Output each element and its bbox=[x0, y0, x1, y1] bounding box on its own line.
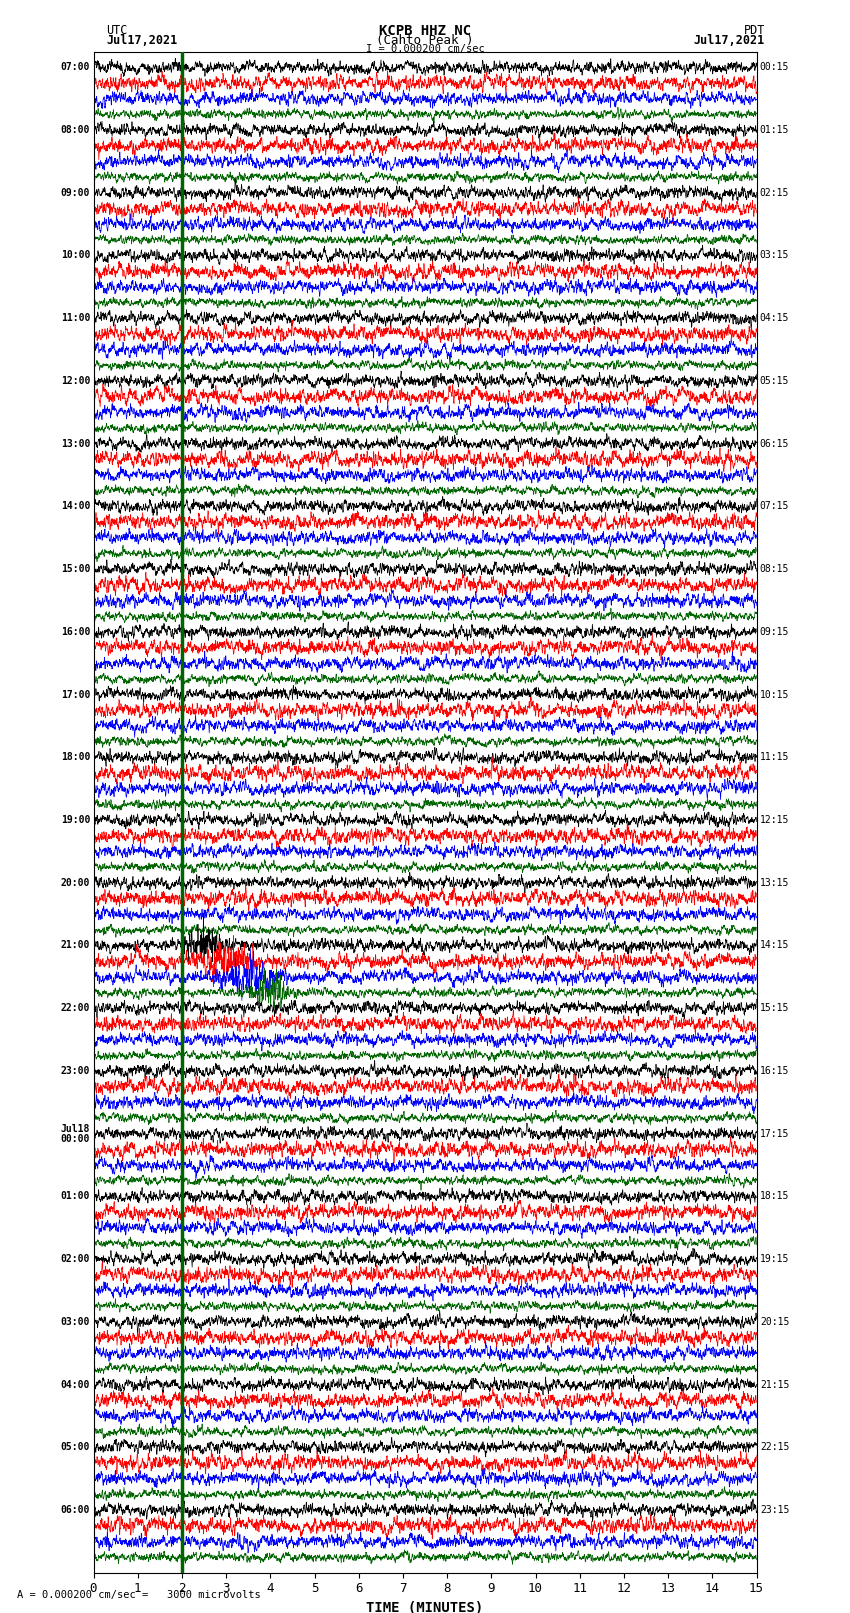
Text: 19:00: 19:00 bbox=[61, 815, 90, 824]
Text: 10:15: 10:15 bbox=[760, 689, 789, 700]
Text: 09:15: 09:15 bbox=[760, 627, 789, 637]
Text: KCPB HHZ NC: KCPB HHZ NC bbox=[379, 24, 471, 39]
Text: 03:15: 03:15 bbox=[760, 250, 789, 260]
Text: 11:15: 11:15 bbox=[760, 752, 789, 763]
Text: 21:15: 21:15 bbox=[760, 1379, 789, 1389]
Text: 12:15: 12:15 bbox=[760, 815, 789, 824]
Text: 08:00: 08:00 bbox=[61, 126, 90, 135]
Text: 23:15: 23:15 bbox=[760, 1505, 789, 1515]
Text: 02:15: 02:15 bbox=[760, 187, 789, 198]
Text: 22:00: 22:00 bbox=[61, 1003, 90, 1013]
Text: 03:00: 03:00 bbox=[61, 1316, 90, 1327]
Text: PDT: PDT bbox=[744, 24, 765, 37]
Text: 23:00: 23:00 bbox=[61, 1066, 90, 1076]
Text: 09:00: 09:00 bbox=[61, 187, 90, 198]
Text: 07:00: 07:00 bbox=[61, 63, 90, 73]
Text: A = 0.000200 cm/sec =   3000 microvolts: A = 0.000200 cm/sec = 3000 microvolts bbox=[17, 1590, 261, 1600]
Text: 16:15: 16:15 bbox=[760, 1066, 789, 1076]
Text: 01:15: 01:15 bbox=[760, 126, 789, 135]
Text: 21:00: 21:00 bbox=[61, 940, 90, 950]
Text: 22:15: 22:15 bbox=[760, 1442, 789, 1452]
Text: 15:15: 15:15 bbox=[760, 1003, 789, 1013]
Text: 00:00: 00:00 bbox=[61, 1134, 90, 1144]
Text: 06:15: 06:15 bbox=[760, 439, 789, 448]
Text: 04:15: 04:15 bbox=[760, 313, 789, 323]
Text: 13:00: 13:00 bbox=[61, 439, 90, 448]
Text: Jul17,2021: Jul17,2021 bbox=[106, 34, 178, 47]
Text: 16:00: 16:00 bbox=[61, 627, 90, 637]
Text: 20:15: 20:15 bbox=[760, 1316, 789, 1327]
Text: 01:00: 01:00 bbox=[61, 1192, 90, 1202]
Text: 07:15: 07:15 bbox=[760, 502, 789, 511]
Text: 20:00: 20:00 bbox=[61, 877, 90, 887]
Text: 19:15: 19:15 bbox=[760, 1253, 789, 1265]
Text: UTC: UTC bbox=[106, 24, 128, 37]
Text: 15:00: 15:00 bbox=[61, 565, 90, 574]
Text: 17:00: 17:00 bbox=[61, 689, 90, 700]
Text: 14:00: 14:00 bbox=[61, 502, 90, 511]
Text: 06:00: 06:00 bbox=[61, 1505, 90, 1515]
Text: 05:15: 05:15 bbox=[760, 376, 789, 386]
Text: 05:00: 05:00 bbox=[61, 1442, 90, 1452]
Text: 11:00: 11:00 bbox=[61, 313, 90, 323]
Text: 17:15: 17:15 bbox=[760, 1129, 789, 1139]
Text: 04:00: 04:00 bbox=[61, 1379, 90, 1389]
Text: 00:15: 00:15 bbox=[760, 63, 789, 73]
Text: Jul18: Jul18 bbox=[61, 1124, 90, 1134]
Text: 12:00: 12:00 bbox=[61, 376, 90, 386]
Text: 14:15: 14:15 bbox=[760, 940, 789, 950]
Text: (Cahto Peak ): (Cahto Peak ) bbox=[377, 34, 473, 47]
Text: 13:15: 13:15 bbox=[760, 877, 789, 887]
Text: 18:15: 18:15 bbox=[760, 1192, 789, 1202]
Text: 02:00: 02:00 bbox=[61, 1253, 90, 1265]
Text: 08:15: 08:15 bbox=[760, 565, 789, 574]
Text: I = 0.000200 cm/sec: I = 0.000200 cm/sec bbox=[366, 44, 484, 53]
Text: 10:00: 10:00 bbox=[61, 250, 90, 260]
Text: 18:00: 18:00 bbox=[61, 752, 90, 763]
X-axis label: TIME (MINUTES): TIME (MINUTES) bbox=[366, 1602, 484, 1613]
Text: Jul17,2021: Jul17,2021 bbox=[694, 34, 765, 47]
